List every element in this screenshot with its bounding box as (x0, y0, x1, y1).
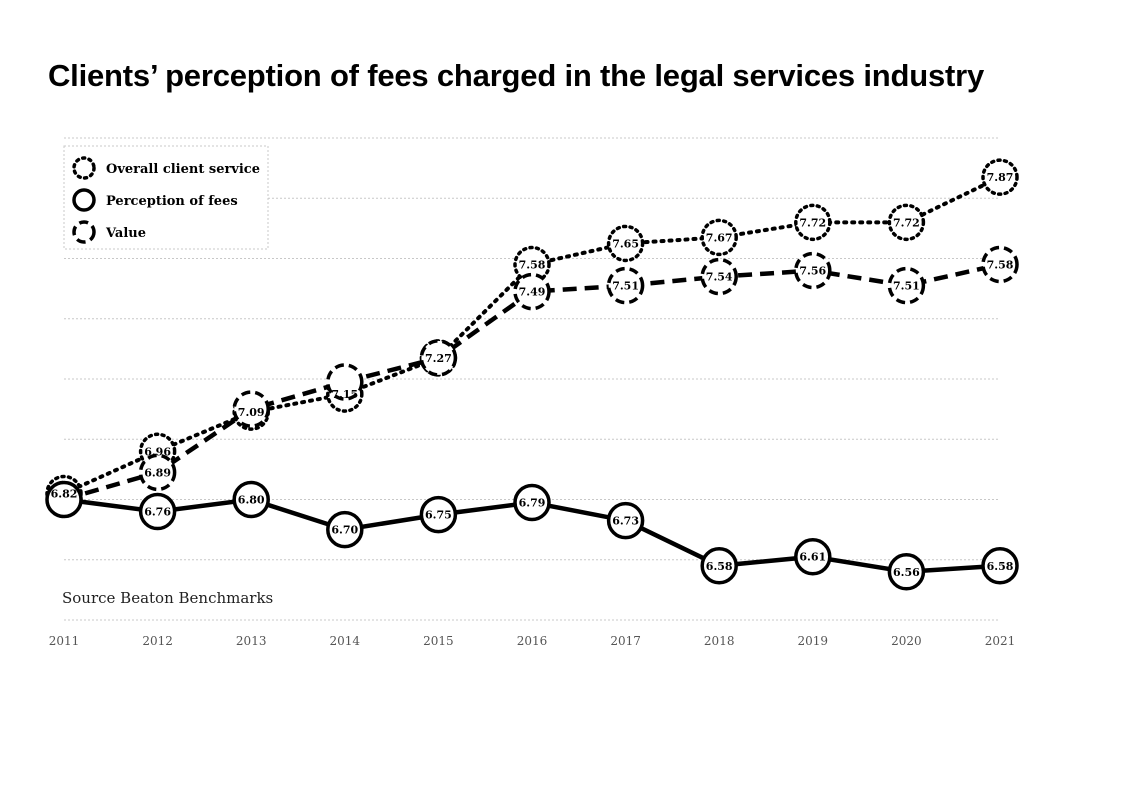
data-point-dotted (887, 203, 926, 242)
x-tick-label: 2018 (704, 634, 735, 648)
data-point-solid (700, 547, 738, 585)
legend-label: Overall client service (106, 162, 260, 177)
data-point-solid (419, 495, 458, 534)
data-label: 6.76 (144, 506, 171, 519)
legend-box (63, 145, 269, 250)
data-label: 6.73 (612, 515, 639, 528)
x-tick-label: 2021 (985, 634, 1016, 648)
data-point-solid (232, 480, 270, 519)
data-label: 6.75 (425, 509, 452, 522)
data-point-solid (138, 492, 177, 531)
data-point-solid (326, 510, 364, 549)
data-label: 6.96 (144, 445, 171, 458)
data-point-solid (794, 537, 832, 576)
x-tick-label: 2017 (610, 634, 641, 648)
data-point-solid (606, 501, 645, 540)
data-label: 7.51 (612, 280, 639, 293)
data-point-solid (45, 480, 83, 519)
legend-marker-dashed (72, 220, 96, 244)
x-tick-label: 2019 (798, 634, 829, 648)
data-label: 7.87 (987, 171, 1014, 184)
data-label: 7.27 (425, 352, 452, 365)
data-label: 6.79 (519, 497, 546, 510)
data-point-solid (513, 483, 551, 522)
data-point-dashed (326, 363, 364, 401)
data-label: 7.72 (799, 216, 826, 229)
data-label: 6.70 (331, 524, 358, 537)
data-label: 7.72 (893, 216, 920, 229)
x-tick-label: 2013 (236, 634, 267, 648)
legend-label: Value (105, 226, 146, 241)
data-point-dashed (981, 245, 1019, 284)
data-point-dashed (606, 266, 645, 305)
data-point-dashed (232, 390, 270, 428)
data-label: 7.67 (706, 231, 733, 244)
legend-label: Perception of fees (106, 194, 238, 209)
data-label: 7.09 (238, 406, 265, 419)
data-label: 7.51 (893, 280, 920, 293)
data-label: 7.54 (706, 271, 733, 284)
data-point-dashed (700, 257, 738, 296)
data-label: 7.58 (987, 259, 1014, 272)
data-label: 7.15 (331, 388, 358, 401)
data-label: 6.89 (144, 466, 171, 479)
legend: Overall client service Perception of fees… (63, 145, 269, 250)
source-annotation: Source Beaton Benchmarks (62, 589, 273, 607)
data-label: 7.49 (519, 286, 546, 299)
data-point-dashed (794, 251, 832, 290)
data-point-dashed (887, 266, 926, 305)
series-line-dotted (62, 175, 1002, 496)
data-point-dotted (606, 224, 645, 263)
data-label: 7.58 (519, 259, 546, 272)
series-points (45, 158, 1019, 591)
x-tick-label: 2020 (891, 634, 922, 648)
data-label: 6.80 (238, 494, 265, 507)
data-point-dotted (981, 158, 1019, 196)
x-tick-label: 2012 (142, 634, 173, 648)
data-label: 6.58 (987, 560, 1014, 573)
legend-marker-dotted (72, 156, 96, 180)
data-point-dotted (794, 203, 832, 242)
data-label: 6.61 (799, 551, 826, 564)
data-labels: 6.82 6.96 7.09 7.15 7.27 7.58 7.65 7.67 7.72 7.72… (51, 171, 1014, 579)
x-tick-label: 2016 (517, 634, 548, 648)
x-tick-label: 2011 (49, 634, 80, 648)
data-point-dashed (138, 453, 177, 492)
data-point-dashed (419, 339, 458, 377)
data-label: 7.65 (612, 237, 639, 250)
data-point-solid (887, 553, 926, 591)
legend-marker-solid (72, 188, 96, 212)
data-point-dotted (700, 218, 738, 257)
x-axis-ticks: 2011 2012 2013 2014 2015 2016 2017 2018 2019 2020… (49, 634, 1016, 648)
x-tick-label: 2015 (423, 634, 454, 648)
data-label: 6.82 (51, 487, 78, 500)
data-label: 6.56 (893, 566, 920, 579)
chart-title: Clients’ perception of fees charged in t… (48, 58, 985, 93)
data-label: 7.56 (799, 265, 826, 278)
data-point-solid (981, 547, 1019, 585)
data-point-dashed (513, 272, 551, 311)
data-label: 6.58 (706, 560, 733, 573)
x-tick-label: 2014 (330, 634, 361, 648)
